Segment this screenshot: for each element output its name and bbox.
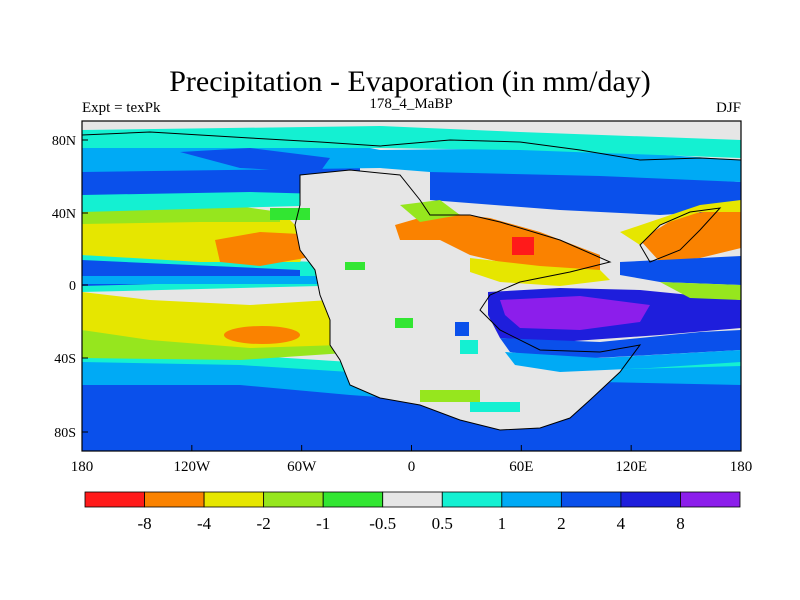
colorbar-swatch: [441, 491, 503, 508]
colorbar-swatch: [84, 491, 145, 508]
contour-field: [82, 121, 741, 451]
east-ocean-orange: [640, 210, 741, 262]
experiment-label: Expt = texPk: [82, 100, 161, 116]
colorbar-label: 1: [498, 514, 507, 533]
y-tick-label: 0: [69, 279, 76, 294]
colorbar-label: -1: [316, 514, 330, 533]
north-east-cyan: [380, 148, 741, 182]
land-green-patch-4: [270, 208, 310, 220]
colorbar-swatch: [560, 491, 622, 508]
colorbar-label: 0.5: [432, 514, 453, 533]
x-axis-ticks: 180 120W 60W 0 60E 120E 180: [71, 445, 753, 475]
colorbar-swatch: [501, 491, 562, 508]
y-axis-ticks: 80N 40N 0 40S 80S: [52, 134, 88, 441]
age-label: 178_4_MaBP: [369, 96, 452, 112]
land-cyan-patch-1: [460, 340, 478, 354]
colorbar: -8 -4 -2 -1 -0.5 0.5 1 2 4 8: [84, 491, 741, 533]
x-tick-label: 60W: [287, 459, 317, 475]
land-blue-patch-1: [455, 322, 469, 336]
land-cyan-patch-2: [470, 402, 520, 412]
colorbar-label: -8: [137, 514, 151, 533]
x-tick-label: 0: [408, 459, 416, 475]
y-tick-label: 80N: [52, 134, 76, 149]
figure-title: Precipitation - Evaporation (in mm/day): [169, 65, 651, 98]
colorbar-label: -4: [197, 514, 212, 533]
y-tick-label: 80S: [54, 426, 76, 441]
colorbar-label: 2: [557, 514, 566, 533]
tethys-lower-blue: [500, 330, 741, 360]
x-tick-label: 180: [71, 459, 94, 475]
colorbar-swatch: [203, 491, 265, 508]
y-tick-label: 40N: [52, 207, 76, 222]
north-pacific-orange: [215, 232, 305, 266]
season-label: DJF: [716, 100, 741, 116]
colorbar-swatch: [263, 491, 324, 508]
equator-lightband: [82, 276, 342, 284]
east-ocean-green: [660, 282, 741, 300]
tethys-purple: [500, 296, 650, 330]
colorbar-swatch: [322, 491, 384, 508]
colorbar-label: 4: [617, 514, 626, 533]
map-panel: 180 120W 60W 0 60E 120E 180 80N 40N 0 40S 80S: [52, 120, 753, 475]
colorbar-label: 8: [676, 514, 685, 533]
colorbar-label: -0.5: [369, 514, 396, 533]
colorbar-label: -2: [257, 514, 271, 533]
arctic-blue-patch: [180, 148, 330, 172]
x-tick-label: 180: [730, 459, 753, 475]
east-ocean-yellow: [620, 200, 741, 245]
land-green-patch-3: [420, 390, 480, 402]
colorbar-swatch: [144, 491, 205, 508]
x-tick-label: 120W: [173, 459, 211, 475]
x-tick-label: 60E: [509, 459, 533, 475]
y-tick-label: 40S: [54, 352, 76, 367]
tethys-red-spot: [512, 237, 534, 255]
coastline: [294, 169, 642, 431]
tethys-lower-cyan: [505, 350, 741, 372]
land-green-patch-2: [395, 318, 413, 328]
tethys-orange: [395, 212, 600, 272]
tethys-green-edge: [400, 200, 460, 222]
south-pacific-orange: [224, 326, 300, 344]
x-tick-label: 120E: [615, 459, 647, 475]
coastline-north: [81, 131, 742, 161]
north-east-blue: [430, 168, 741, 215]
east-ocean-blue-band: [620, 256, 741, 285]
colorbar-swatch: [382, 491, 443, 508]
tethys-yellow-edge: [470, 258, 610, 286]
colorbar-swatch: [680, 491, 741, 508]
land-green-patch-1: [345, 262, 365, 270]
colorbar-swatch: [620, 491, 681, 508]
coastline-east-block: [639, 207, 722, 263]
